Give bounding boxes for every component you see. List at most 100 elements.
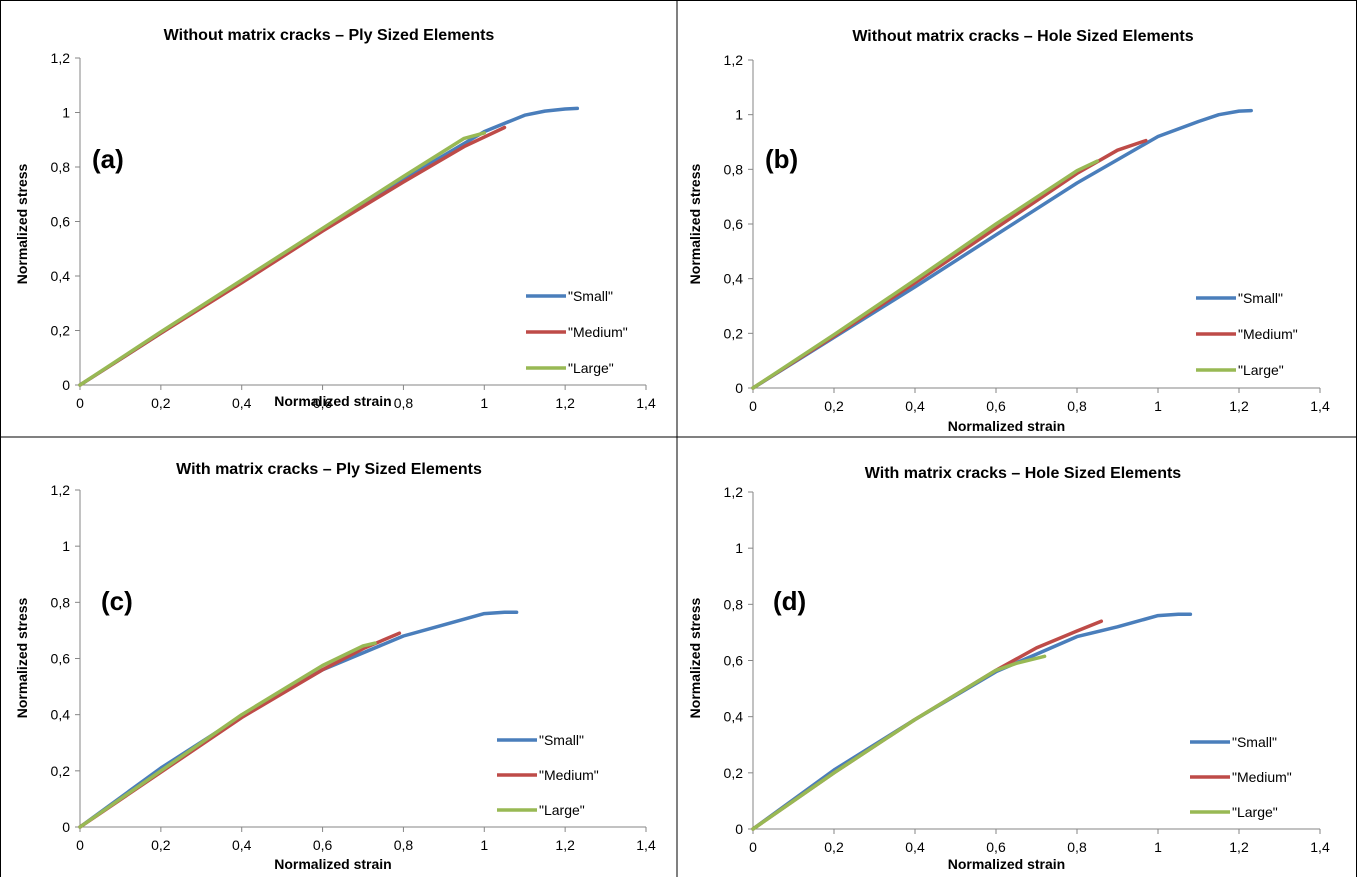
- x-tick-label: 0,6: [986, 398, 1006, 414]
- series-line-small: [78, 610, 519, 829]
- x-tick-label: 0,4: [905, 839, 925, 855]
- y-tick-label: 1,2: [51, 50, 71, 66]
- series-line-small: [751, 108, 1253, 390]
- series-line-small: [751, 612, 1193, 831]
- legend: "Small" "Medium" "Large": [1190, 734, 1292, 820]
- legend: "Small" "Medium" "Large": [497, 732, 599, 818]
- x-tick-label: 1,4: [636, 837, 656, 853]
- x-tick-label: 0,8: [394, 837, 414, 853]
- y-tick-label: 0,6: [724, 216, 744, 232]
- panel-label: (b): [765, 144, 798, 174]
- y-tick-label: 0: [62, 377, 70, 393]
- legend-label: "Small": [1232, 734, 1277, 750]
- x-tick-label: 0,8: [394, 395, 414, 411]
- legend: "Small" "Medium" "Large": [526, 288, 628, 376]
- x-tick-label: 1,2: [555, 395, 575, 411]
- panel-label: (c): [101, 586, 133, 616]
- y-tick-label: 0: [735, 821, 743, 837]
- series-line-large: [751, 654, 1047, 831]
- x-tick-label: 0,2: [824, 398, 844, 414]
- y-tick-label: 0,6: [51, 214, 71, 230]
- x-tick-label: 1,4: [636, 395, 656, 411]
- x-tick-label: 1,2: [555, 837, 575, 853]
- legend-label: "Large": [1238, 362, 1284, 378]
- x-tick-label: 1,2: [1229, 839, 1249, 855]
- chart-panel-b: Without matrix cracks – Hole Sized Eleme…: [687, 28, 1330, 434]
- legend-label: "Large": [1232, 804, 1278, 820]
- y-tick-label: 0,8: [724, 596, 744, 612]
- series-line-large: [751, 159, 1100, 390]
- x-tick-label: 1: [480, 837, 488, 853]
- y-tick-label: 0,2: [51, 323, 71, 339]
- series-line-large: [78, 131, 487, 387]
- x-tick-label: 0: [76, 395, 84, 411]
- y-axis-title: Normalized stress: [14, 597, 30, 718]
- y-tick-label: 1: [62, 538, 70, 554]
- chart-title: Without matrix cracks – Hole Sized Eleme…: [852, 28, 1193, 45]
- x-tick-label: 1,2: [1229, 398, 1249, 414]
- x-tick-label: 0,4: [905, 398, 925, 414]
- y-tick-label: 0,8: [51, 159, 71, 175]
- legend-label: "Small": [1238, 290, 1283, 306]
- y-tick-label: 0,6: [724, 653, 744, 669]
- x-tick-label: 0,4: [232, 837, 252, 853]
- legend-label: "Small": [539, 732, 584, 748]
- series-line-medium: [751, 619, 1104, 831]
- x-tick-label: 0,6: [986, 839, 1006, 855]
- x-tick-label: 1: [1154, 398, 1162, 414]
- y-tick-label: 1,2: [51, 482, 71, 498]
- y-tick-label: 1: [62, 105, 70, 121]
- legend-label: "Large": [568, 360, 614, 376]
- y-tick-label: 1: [735, 540, 743, 556]
- x-tick-label: 0,6: [313, 837, 333, 853]
- y-tick-label: 0,2: [51, 763, 71, 779]
- x-tick-label: 0: [76, 837, 84, 853]
- series-line-small: [78, 106, 580, 387]
- chart-panel-c: With matrix cracks – Ply Sized Elements 0…: [14, 461, 656, 872]
- y-tick-label: 0,4: [51, 707, 71, 723]
- y-tick-label: 0,4: [724, 709, 744, 725]
- x-tick-label: 0,8: [1067, 839, 1087, 855]
- x-tick-label: 0: [749, 839, 757, 855]
- series-line-medium: [78, 631, 402, 829]
- y-tick-label: 0,6: [51, 651, 71, 667]
- x-tick-label: 0,2: [151, 837, 171, 853]
- legend-label: "Small": [568, 288, 613, 304]
- x-tick-label: 0,4: [232, 395, 252, 411]
- series-line-large: [78, 641, 377, 829]
- chart-title: Without matrix cracks – Ply Sized Elemen…: [164, 27, 495, 44]
- legend: "Small" "Medium" "Large": [1196, 290, 1298, 378]
- y-tick-label: 0,8: [724, 161, 744, 177]
- y-tick-label: 0,2: [724, 765, 744, 781]
- panel-label: (a): [92, 144, 124, 174]
- y-tick-label: 0,4: [51, 268, 71, 284]
- y-tick-label: 1: [735, 107, 743, 123]
- y-axis-title: Normalized stress: [687, 163, 703, 284]
- chart-title: With matrix cracks – Ply Sized Elements: [176, 461, 482, 478]
- x-axis-title: Normalized strain: [948, 418, 1065, 434]
- x-tick-label: 0,2: [151, 395, 171, 411]
- x-tick-label: 0,2: [824, 839, 844, 855]
- legend-label: "Medium": [1238, 326, 1298, 342]
- legend-label: "Medium": [1232, 769, 1292, 785]
- x-tick-label: 0,6: [313, 395, 333, 411]
- panel-label: (d): [773, 586, 806, 616]
- y-tick-label: 1,2: [724, 484, 744, 500]
- legend-label: "Medium": [539, 767, 599, 783]
- x-tick-label: 1: [1154, 839, 1162, 855]
- y-axis-title: Normalized stress: [14, 163, 30, 284]
- x-tick-label: 1: [480, 395, 488, 411]
- x-axis-title: Normalized strain: [274, 393, 391, 409]
- y-tick-label: 0,4: [724, 271, 744, 287]
- y-tick-label: 1,2: [724, 52, 744, 68]
- y-tick-label: 0: [62, 819, 70, 835]
- y-axis-title: Normalized stress: [687, 597, 703, 718]
- x-tick-label: 0: [749, 398, 757, 414]
- chart-panel-a: Without matrix cracks – Ply Sized Elemen…: [14, 27, 656, 411]
- x-tick-label: 0,8: [1067, 398, 1087, 414]
- chart-title: With matrix cracks – Hole Sized Elements: [865, 465, 1182, 482]
- x-tick-label: 1,4: [1310, 839, 1330, 855]
- x-axis-title: Normalized strain: [948, 856, 1065, 872]
